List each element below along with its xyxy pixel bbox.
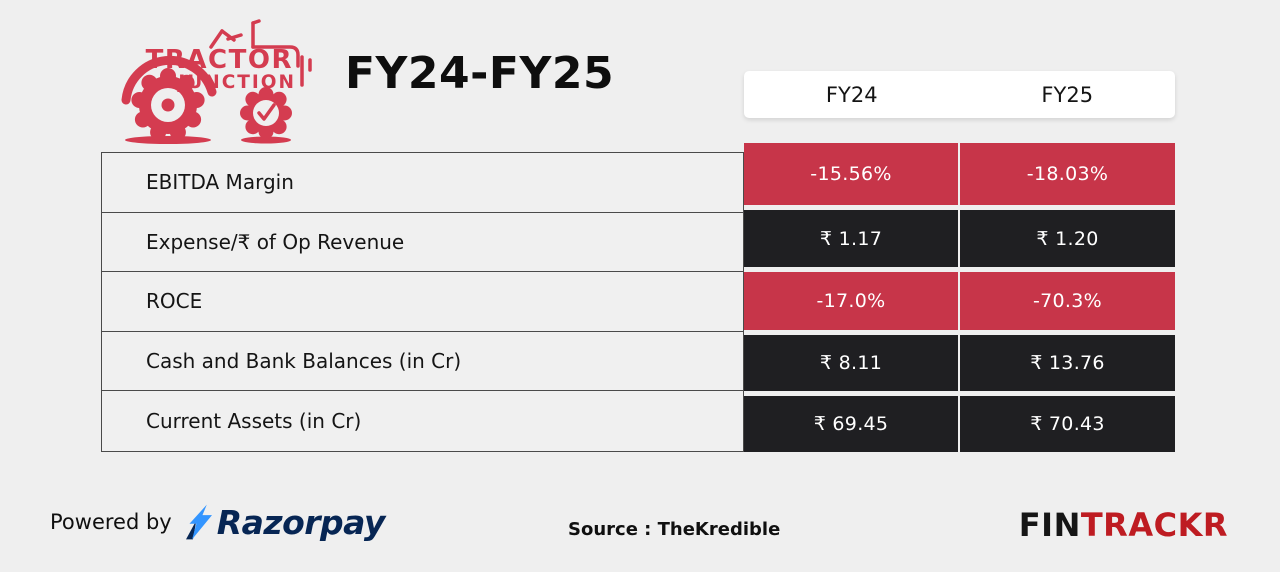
tractor-outline-icon bbox=[209, 19, 312, 87]
column-header-fy25: FY25 bbox=[1041, 82, 1094, 107]
metric-label-current-assets: Current Assets (in Cr) bbox=[146, 409, 362, 434]
cell-current-assets-fy24: ₹ 69.45 bbox=[744, 396, 958, 452]
page-title: FY24-FY25 bbox=[345, 48, 615, 99]
value-grid: -15.56% -18.03% ₹ 1.17 ₹ 1.20 -17.0% -70… bbox=[744, 143, 1175, 452]
table-column-header: FY24 FY25 bbox=[744, 71, 1175, 118]
metric-label-ebitda-margin: EBITDA Margin bbox=[102, 153, 743, 213]
powered-by-block: Powered by Razorpay bbox=[50, 500, 385, 544]
logo-brand-line2: JUNCTION bbox=[176, 72, 296, 93]
metric-label-cash-bank: Cash and Bank Balances (in Cr) bbox=[102, 332, 743, 392]
cell-ebitda-fy25: -18.03% bbox=[960, 143, 1175, 205]
powered-by-label: Powered by bbox=[50, 510, 172, 534]
fintrackr-logo-trackr: TRACKR bbox=[1080, 506, 1228, 544]
razorpay-logo: Razorpay bbox=[185, 503, 386, 543]
fintrackr-logo: FINTRACKR bbox=[1019, 509, 1228, 541]
razorpay-arrow-icon bbox=[185, 504, 212, 540]
metric-label-roce: ROCE bbox=[102, 272, 743, 332]
fintrackr-logo-fin: FIN bbox=[1018, 506, 1081, 544]
cell-roce-fy24: -17.0% bbox=[744, 272, 958, 330]
source-attribution: Source : TheKredible bbox=[568, 519, 781, 540]
column-header-fy24: FY24 bbox=[825, 82, 878, 107]
cell-cash-fy25: ₹ 13.76 bbox=[960, 335, 1175, 391]
tractor-junction-logo: TRACTOR JUNCTION bbox=[121, 19, 312, 144]
cell-expense-fy24: ₹ 1.17 bbox=[744, 210, 958, 267]
cell-ebitda-fy24: -15.56% bbox=[744, 143, 958, 205]
cell-roce-fy25: -70.3% bbox=[960, 272, 1175, 330]
cell-current-assets-fy25: ₹ 70.43 bbox=[960, 396, 1175, 452]
metric-label-expense-ratio: Expense/₹ of Op Revenue bbox=[102, 213, 743, 273]
logo-brand-line1: TRACTOR bbox=[146, 45, 293, 75]
tractor-wheel-icon bbox=[121, 55, 291, 144]
cell-cash-fy24: ₹ 8.11 bbox=[744, 335, 958, 391]
check-badge-icon bbox=[240, 87, 292, 139]
cell-expense-fy25: ₹ 1.20 bbox=[960, 210, 1175, 267]
metric-label-column: EBITDA Margin Expense/₹ of Op Revenue RO… bbox=[101, 152, 744, 452]
razorpay-wordmark: Razorpay bbox=[216, 503, 386, 543]
